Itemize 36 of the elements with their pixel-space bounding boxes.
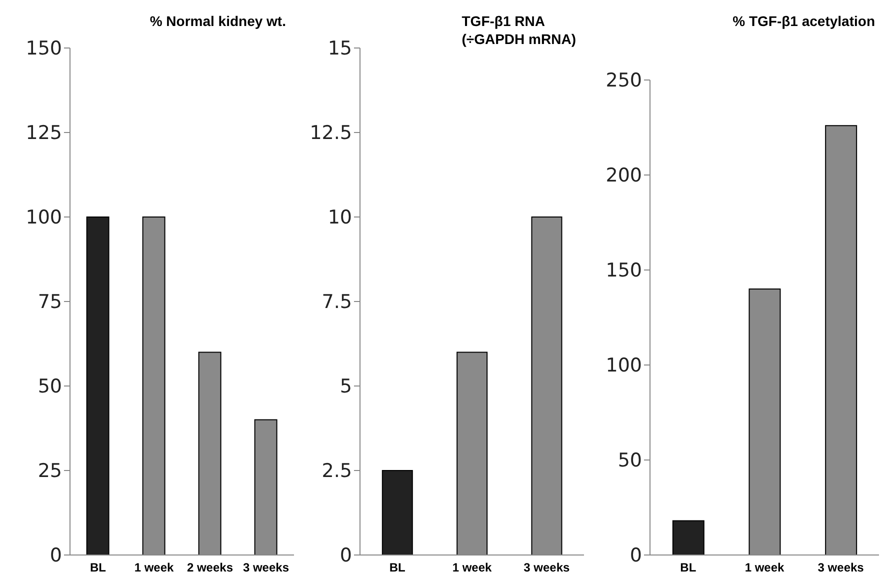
x-tick-label: 1 week (452, 560, 492, 575)
x-tick-label: BL (90, 560, 106, 575)
x-tick-label: BL (389, 560, 406, 575)
x-tick-label: 3 weeks (818, 560, 864, 575)
y-tick-label: 2.5 (322, 460, 352, 482)
y-tick-label: 75 (38, 291, 62, 314)
x-tick-label: 3 weeks (242, 560, 290, 575)
x-tick-label: 1 week (134, 560, 174, 575)
x-tick-label: 3 weeks (524, 560, 570, 575)
y-tick-label: 0 (50, 544, 62, 567)
chart-title: % TGF-β1 acetylation (732, 12, 875, 30)
y-tick-label: 100 (26, 206, 62, 229)
y-tick-label: 7.5 (322, 291, 352, 314)
y-tick-label: 15 (328, 38, 352, 60)
x-tick-label: 2 weeks (186, 560, 234, 575)
y-tick-label: 10 (328, 206, 352, 229)
y-tick-label: 200 (606, 164, 642, 187)
bar (672, 520, 704, 555)
y-tick-label: 0 (340, 544, 352, 567)
y-tick-label: 50 (38, 376, 62, 398)
x-tick-label: BL (680, 560, 696, 575)
y-tick-label: 5 (340, 376, 352, 398)
x-tick-label: 1 week (744, 560, 784, 575)
y-tick-label: 250 (606, 70, 642, 92)
y-tick-label: 150 (606, 260, 642, 282)
chart-title: % Normal kidney wt. (150, 12, 286, 30)
y-tick-label: 100 (606, 354, 642, 377)
y-tick-label: 12.5 (310, 122, 352, 144)
y-tick-label: 0 (630, 544, 642, 567)
y-tick-label: 125 (26, 122, 62, 144)
bar (86, 216, 110, 555)
chart-title: TGF-β1 RNA (÷GAPDH mRNA) (462, 12, 576, 48)
y-tick-label: 50 (618, 450, 642, 472)
y-tick-label: 150 (26, 38, 62, 60)
y-tick-label: 25 (38, 460, 62, 482)
bar (382, 470, 413, 555)
